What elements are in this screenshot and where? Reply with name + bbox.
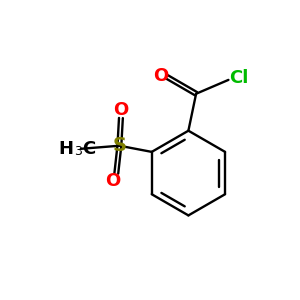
Text: Cl: Cl (230, 69, 249, 87)
Text: 3: 3 (74, 146, 82, 158)
Text: O: O (153, 67, 168, 85)
Text: O: O (113, 101, 128, 119)
Text: H: H (58, 140, 73, 158)
Text: C: C (82, 140, 95, 158)
Text: S: S (112, 136, 126, 155)
Text: O: O (106, 172, 121, 190)
